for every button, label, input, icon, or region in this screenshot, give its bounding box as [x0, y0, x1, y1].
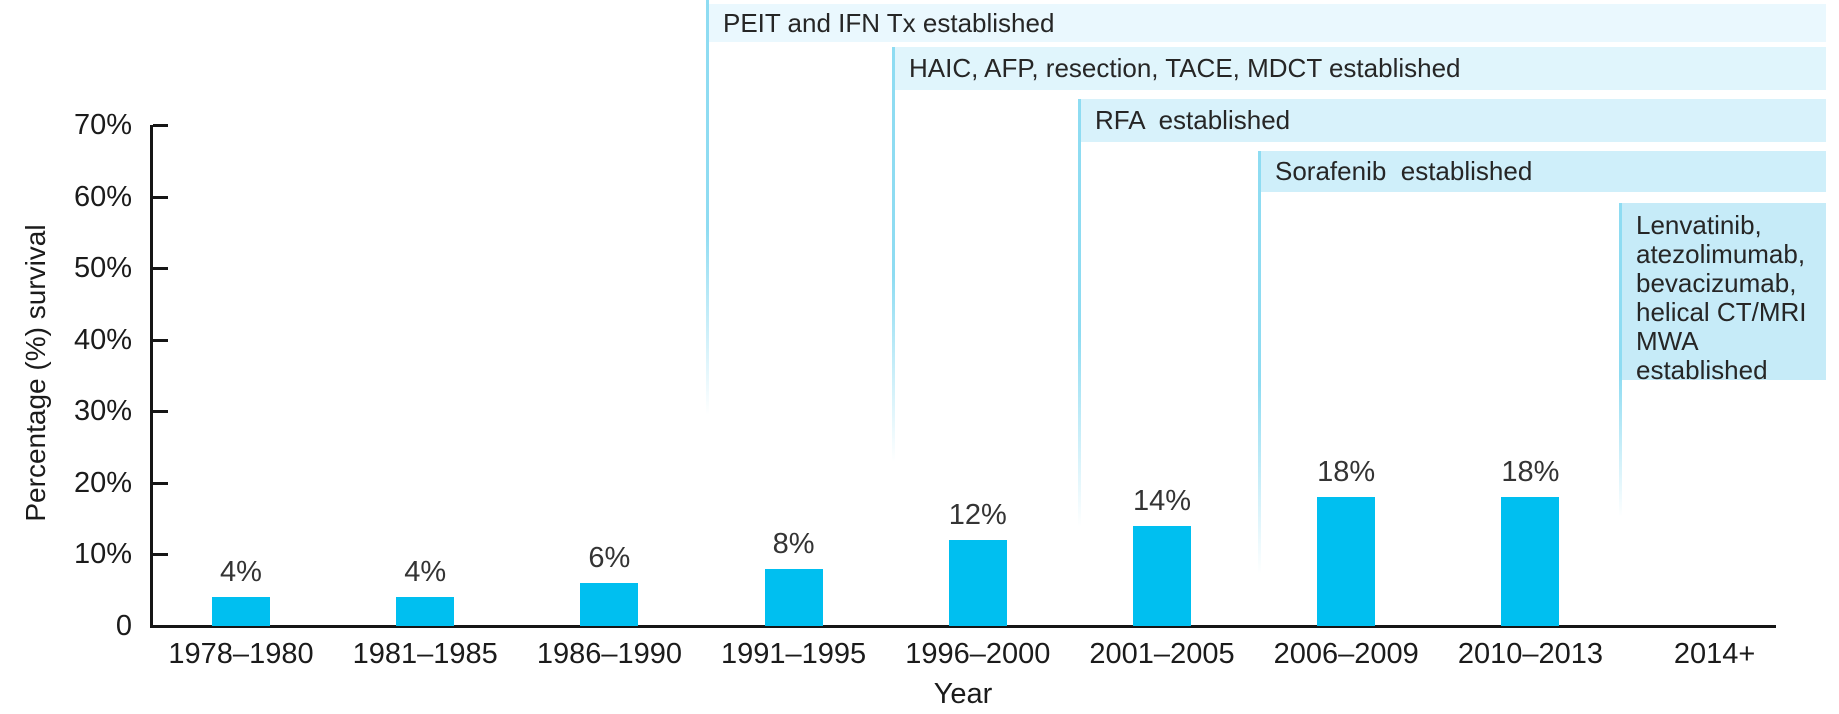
- y-axis-tick: [153, 338, 168, 342]
- y-tick-label: 60%: [73, 180, 132, 213]
- y-tick-label: 30%: [73, 395, 132, 428]
- bar-1996-2000: [948, 540, 1007, 626]
- x-tick-label: 1978–1980: [168, 638, 314, 670]
- x-axis-title: Year: [933, 678, 993, 710]
- y-axis-tick: [153, 195, 168, 199]
- bar-value-label: 6%: [588, 542, 631, 575]
- x-tick-label: 1991–1995: [721, 638, 867, 670]
- bar-value-label: 18%: [1501, 456, 1560, 489]
- bar-value-label: 18%: [1317, 456, 1376, 489]
- x-tick-label: 1996–2000: [905, 638, 1051, 670]
- x-tick-label: 2010–2013: [1457, 638, 1603, 670]
- annotation-box-5: Lenvatinib, atezolimumab, bevacizumab, h…: [1622, 203, 1826, 385]
- bar-1991-1995: [764, 568, 823, 626]
- y-axis-tick: [153, 124, 168, 127]
- x-tick-label: 2014+: [1673, 638, 1756, 670]
- bar-2001-2005: [1133, 525, 1191, 626]
- annotation-box-2: HAIC, AFP, resection, TACE, MDCT establi…: [895, 47, 1826, 90]
- y-axis-tick: [153, 410, 168, 414]
- x-tick-label: 1981–1985: [352, 638, 498, 670]
- y-axis-tick: [153, 267, 168, 271]
- bar-2006-2009: [1317, 497, 1376, 626]
- x-tick-label: 2001–2005: [1089, 638, 1235, 670]
- annotation-box-4: Sorafenib established: [1261, 151, 1826, 192]
- bar-value-label: 14%: [1132, 484, 1192, 517]
- x-axis-line: [150, 625, 1776, 628]
- era-leader-line: [1258, 151, 1261, 574]
- bar-1981-1985: [396, 597, 455, 626]
- bar-value-label: 12%: [948, 499, 1007, 532]
- y-tick-label: 50%: [73, 252, 132, 285]
- era-leader-line: [1619, 203, 1622, 517]
- bar-2010-2013: [1501, 497, 1560, 626]
- bar-value-label: 8%: [772, 527, 815, 560]
- bar-value-label: 4%: [404, 556, 447, 589]
- y-tick-label: 70%: [73, 109, 132, 141]
- y-tick-label: 40%: [73, 323, 132, 356]
- x-tick-label: 1986–1990: [536, 638, 682, 670]
- annotation-box-3: RFA established: [1081, 99, 1826, 142]
- annotation-box-1: PEIT and IFN Tx established: [709, 4, 1826, 42]
- era-leader-line: [892, 47, 895, 462]
- y-axis-title: Percentage (%) survival: [20, 224, 51, 522]
- y-tick-label: 20%: [73, 466, 132, 499]
- era-leader-line: [1078, 99, 1081, 527]
- bar-1978-1980: [212, 597, 270, 626]
- y-tick-label: 0: [115, 610, 132, 642]
- y-tick-label: 10%: [73, 538, 132, 571]
- era-leader-line: [706, 0, 709, 415]
- y-axis-line: [150, 125, 153, 628]
- bar-value-label: 4%: [220, 556, 262, 589]
- y-axis-tick: [153, 481, 168, 485]
- bar-1986-1990: [580, 583, 639, 626]
- x-tick-label: 2006–2009: [1273, 638, 1419, 670]
- y-axis-tick: [153, 553, 168, 557]
